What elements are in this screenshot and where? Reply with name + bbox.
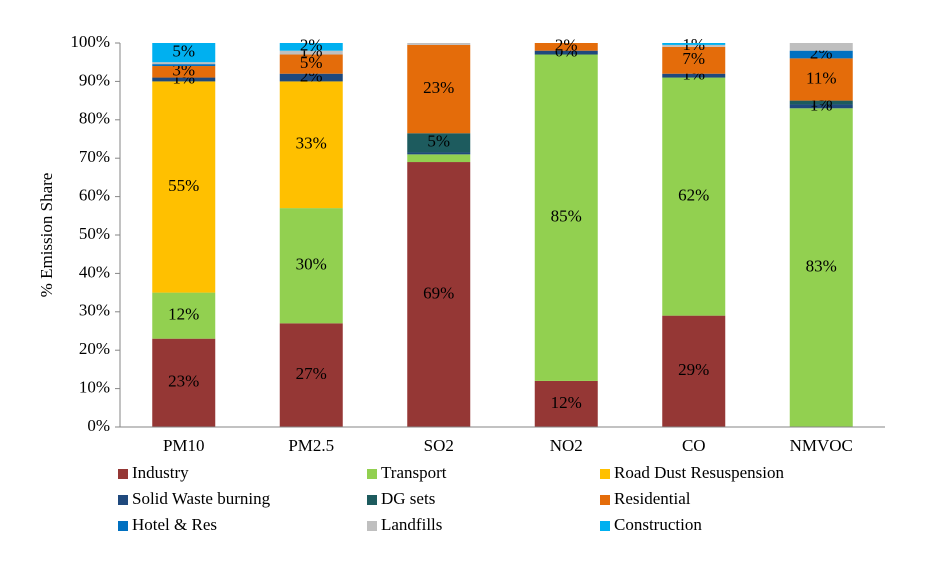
legend-label: Solid Waste burning — [132, 489, 271, 508]
data-label: 69% — [423, 283, 454, 302]
bar-segment — [789, 108, 853, 427]
bar-segment — [279, 54, 343, 74]
legend-swatch — [367, 521, 377, 531]
data-label: 85% — [551, 207, 582, 226]
data-label: 27% — [296, 364, 327, 383]
legend-swatch — [600, 495, 610, 505]
y-tick-label: 100% — [70, 32, 110, 51]
y-tick-label: 0% — [87, 416, 110, 435]
legend-swatch — [600, 469, 610, 479]
bar-segment — [152, 66, 216, 78]
bar-segment — [789, 58, 853, 101]
bar-segment — [662, 77, 726, 316]
bar-segment — [407, 162, 471, 428]
legend-swatch — [367, 469, 377, 479]
data-label: 83% — [806, 257, 837, 276]
bar-segment — [789, 50, 853, 59]
legend-label: Hotel & Res — [132, 515, 217, 534]
data-label: 23% — [168, 372, 199, 391]
legend-label: DG sets — [381, 489, 435, 508]
x-tick-label: PM10 — [163, 436, 205, 455]
y-tick-label: 30% — [79, 301, 110, 320]
bar-segment — [152, 292, 216, 339]
data-label: 11% — [806, 68, 837, 87]
bar-segment — [279, 81, 343, 209]
y-tick-label: 60% — [79, 186, 110, 205]
bar-segment — [407, 133, 471, 153]
legend-label: Road Dust Resuspension — [614, 463, 785, 482]
bar-segment — [152, 62, 216, 65]
bar-segment — [279, 323, 343, 427]
x-tick-label: NO2 — [550, 436, 583, 455]
bar-segment — [407, 43, 471, 45]
bar-segment — [662, 315, 726, 427]
bar-segment — [407, 44, 471, 134]
bar-segment — [534, 43, 598, 51]
legend-swatch — [367, 495, 377, 505]
data-label: 62% — [678, 186, 709, 205]
bar-segment — [662, 44, 726, 47]
bar-segment — [152, 43, 216, 63]
data-label: 30% — [296, 255, 327, 274]
y-axis-label: % Emission Share — [37, 173, 56, 298]
bar-segment — [407, 154, 471, 163]
bar-segment — [279, 208, 343, 324]
data-label: 12% — [551, 393, 582, 412]
legend-label: Transport — [381, 463, 447, 482]
data-label: 29% — [678, 360, 709, 379]
x-tick-label: PM2.5 — [288, 436, 334, 455]
bar-segment — [662, 46, 726, 74]
y-tick-label: 40% — [79, 262, 110, 281]
legend-label: Residential — [614, 489, 691, 508]
bar-segment — [534, 54, 598, 381]
legend-swatch — [118, 521, 128, 531]
y-tick-label: 90% — [79, 70, 110, 89]
bar-segment — [789, 43, 853, 51]
x-tick-label: CO — [682, 436, 706, 455]
legend-swatch — [600, 521, 610, 531]
x-tick-label: SO2 — [424, 436, 454, 455]
bar-segment — [534, 50, 598, 55]
bar-segment — [152, 77, 216, 82]
bar-segment — [662, 73, 726, 78]
y-tick-label: 70% — [79, 147, 110, 166]
legend-swatch — [118, 495, 128, 505]
data-label: 12% — [168, 305, 199, 324]
data-label: 55% — [168, 176, 199, 195]
y-tick-label: 10% — [79, 378, 110, 397]
bar-segment — [152, 81, 216, 293]
bar-segment — [279, 73, 343, 82]
legend-label: Industry — [132, 463, 189, 482]
y-tick-label: 50% — [79, 224, 110, 243]
x-tick-label: NMVOC — [790, 436, 853, 455]
bar-segment — [789, 104, 853, 109]
y-tick-label: 80% — [79, 109, 110, 128]
legend-label: Construction — [614, 515, 702, 534]
data-label: 2% — [300, 36, 323, 55]
data-label: 5% — [172, 42, 195, 61]
data-label: 5% — [300, 53, 323, 72]
bar-segment — [662, 43, 726, 45]
data-label: 2% — [555, 36, 578, 55]
data-label: 33% — [296, 134, 327, 153]
data-label: 5% — [427, 132, 450, 151]
bar-segment — [279, 50, 343, 55]
legend-label: Landfills — [381, 515, 442, 534]
bar-segment — [152, 64, 216, 67]
legend-swatch — [118, 469, 128, 479]
bar-segment — [152, 338, 216, 427]
bar-segment — [534, 380, 598, 427]
data-label: 7% — [682, 49, 705, 68]
y-tick-label: 20% — [79, 339, 110, 358]
bar-segment — [789, 100, 853, 105]
bar-segment — [279, 43, 343, 51]
bar-segment — [407, 152, 471, 155]
data-label: 23% — [423, 78, 454, 97]
